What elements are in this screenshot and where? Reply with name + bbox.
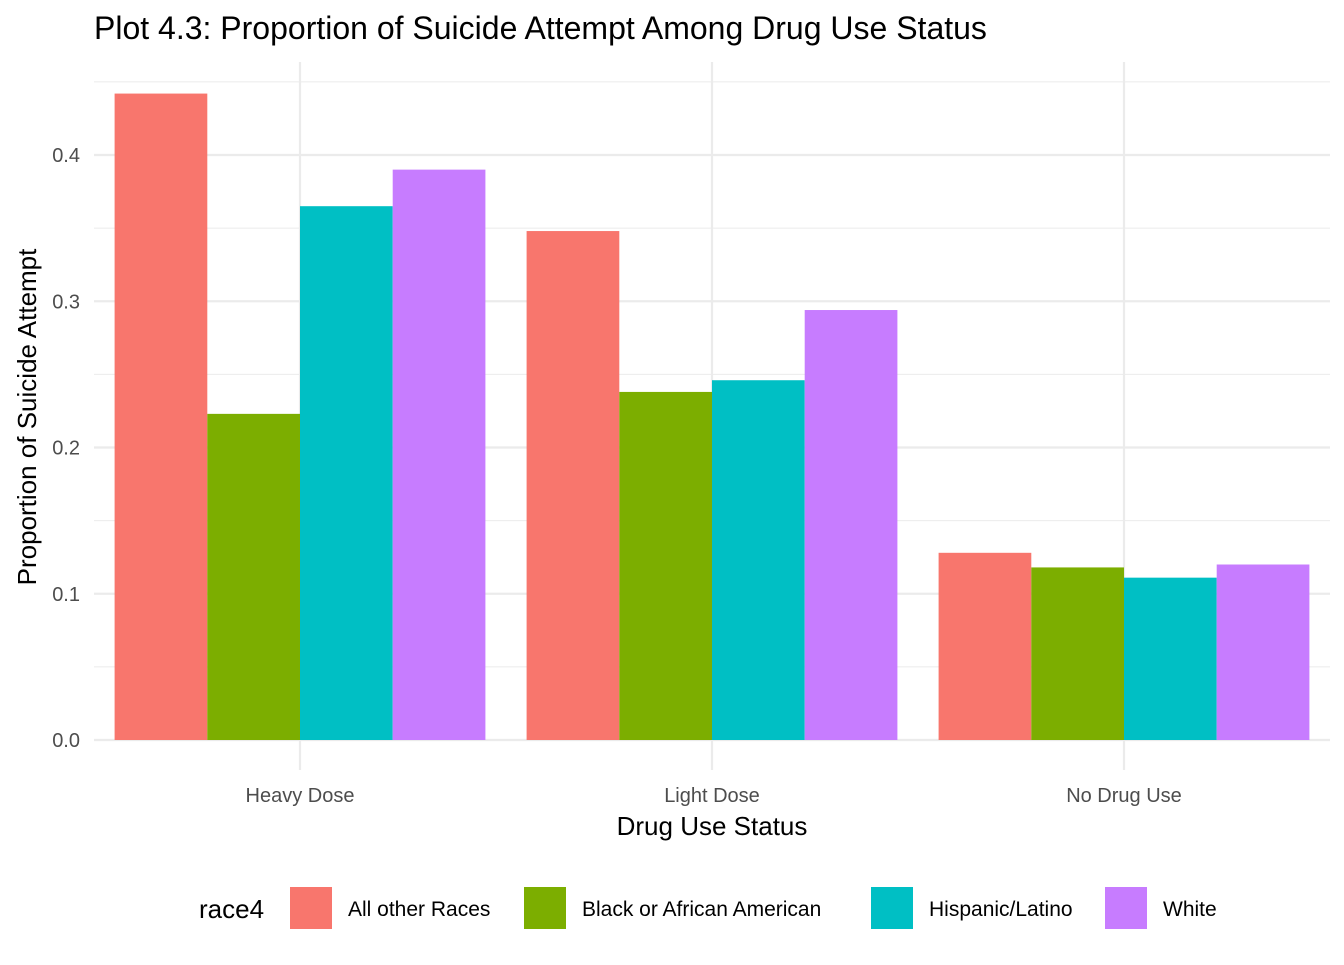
- bar: [1124, 577, 1217, 740]
- y-tick-label: 0.2: [52, 438, 80, 460]
- legend: race4 All other Races Black or African Am…: [199, 887, 1217, 929]
- bar: [712, 380, 805, 740]
- x-tick-label: Light Dose: [664, 785, 760, 807]
- legend-label: Black or African American: [582, 898, 821, 921]
- bar: [392, 169, 486, 740]
- bar: [804, 310, 898, 740]
- x-axis-title: Drug Use Status: [617, 811, 808, 841]
- y-tick-label: 0.1: [52, 584, 80, 606]
- chart-title: Plot 4.3: Proportion of Suicide Attempt …: [94, 10, 987, 46]
- bar: [619, 391, 712, 740]
- legend-title: race4: [199, 894, 264, 924]
- bar: [938, 552, 1032, 740]
- legend-label: Hispanic/Latino: [929, 898, 1073, 921]
- bars: [114, 93, 1310, 741]
- y-axis-title: Proportion of Suicide Attempt: [12, 248, 42, 586]
- y-tick-label: 0.3: [52, 291, 80, 313]
- legend-label: All other Races: [348, 898, 490, 921]
- bar: [114, 93, 208, 740]
- legend-key: [524, 887, 566, 929]
- x-tick-label: Heavy Dose: [246, 785, 355, 807]
- bar: [526, 231, 620, 741]
- bar: [300, 206, 393, 740]
- tick-labels: 0.0 0.1 0.2 0.3 0.4 Heavy Dose Light Dose No Dr…: [52, 145, 1182, 807]
- bar: [1031, 567, 1124, 740]
- legend-key: [871, 887, 913, 929]
- legend-label: White: [1163, 898, 1217, 921]
- legend-key: [1105, 887, 1147, 929]
- y-tick-label: 0.0: [52, 730, 80, 752]
- legend-key: [290, 887, 332, 929]
- y-tick-label: 0.4: [52, 145, 80, 167]
- bar: [207, 413, 300, 740]
- x-tick-label: No Drug Use: [1066, 785, 1182, 807]
- bar: [1216, 564, 1310, 740]
